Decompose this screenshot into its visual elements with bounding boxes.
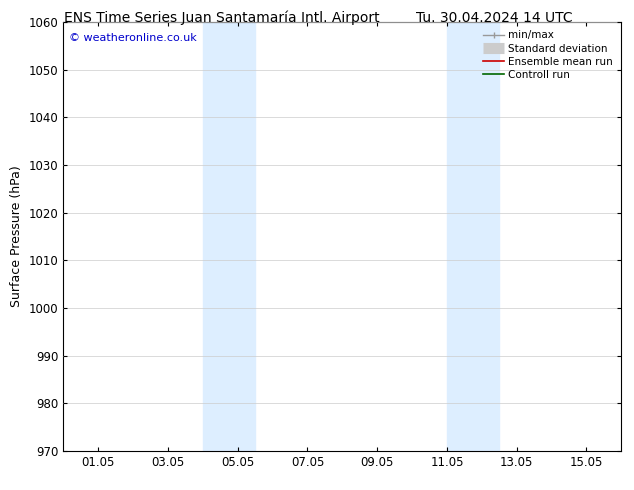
Bar [447,22,500,451]
Y-axis label: Surface Pressure (hPa): Surface Pressure (hPa) [10,166,23,307]
Bar [203,22,255,451]
Legend: min/max, Standard deviation, Ensemble mean run, Controll run: min/max, Standard deviation, Ensemble me… [480,27,616,83]
Text: © weatheronline.co.uk: © weatheronline.co.uk [69,33,197,43]
Text: ENS Time Series Juan Santamaría Intl. Airport: ENS Time Series Juan Santamaría Intl. Ai… [64,11,380,25]
Text: Tu. 30.04.2024 14 UTC: Tu. 30.04.2024 14 UTC [416,11,573,25]
